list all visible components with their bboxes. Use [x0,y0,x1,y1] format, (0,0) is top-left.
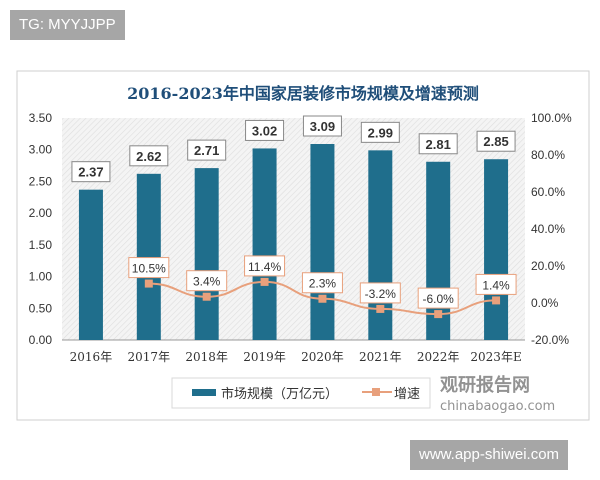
growth-marker [260,277,269,286]
growth-data-label: 10.5% [132,262,166,276]
growth-data-label: 2.3% [309,277,337,291]
growth-label-box [417,287,459,309]
y-left-tick-label: 2.00 [29,206,53,220]
watermark-domain: chinabaogao.com [440,399,556,414]
growth-label-box [128,257,170,279]
bar-data-label: 2.99 [368,125,393,140]
bar [252,148,277,340]
growth-marker [492,296,501,305]
y-right-tick-label: 20.0% [531,259,565,273]
growth-label-box [475,273,517,295]
x-tick-label: 2019年 [243,350,286,364]
watermark-brand: 观研报告网 [440,375,530,396]
bar-data-label: 2.37 [78,165,103,180]
bar-data-label: 2.62 [136,149,161,164]
bar-label-box [129,145,169,167]
y-left-tick-label: 3.50 [29,111,53,125]
bar-data-label: 3.02 [252,123,277,138]
y-right-tick-label: 80.0% [531,148,565,162]
bar-label-box [187,139,227,161]
growth-label-box [244,255,286,277]
chart-title: 2016-2023年中国家居装修市场规模及增速预测 [127,84,479,103]
legend-bar-swatch [192,389,216,396]
legend-line-label: 增速 [394,387,420,402]
y-right-tick-label: 40.0% [531,222,565,236]
bar [78,189,103,340]
growth-data-label: -3.2% [365,287,397,301]
growth-label-box [301,272,343,294]
growth-marker [434,310,443,319]
growth-data-label: 11.4% [248,260,281,274]
growth-label-box [359,282,401,304]
growth-data-label: -6.0% [423,292,455,306]
growth-data-label: 1.4% [482,278,510,292]
y-left-tick-label: 0.50 [29,301,53,315]
y-left-tick-label: 1.00 [29,270,53,284]
bar [136,173,161,340]
y-right-tick-label: 100.0% [531,111,572,125]
bar-label-box [302,115,342,137]
bar [484,159,509,340]
y-left-tick-label: 2.50 [29,174,53,188]
y-left-tick-label: 0.00 [29,333,53,347]
growth-marker [144,279,153,288]
growth-marker [376,304,385,313]
x-tick-label: 2023年E [470,350,521,364]
bar-label-box [245,119,285,141]
legend-line-marker [372,388,380,396]
bar [194,168,219,340]
bar-data-label: 2.85 [483,134,508,149]
x-tick-label: 2017年 [128,350,171,364]
bar-data-label: 2.71 [194,143,219,158]
y-left-tick-label: 1.50 [29,238,53,252]
x-tick-label: 2021年 [359,350,402,364]
x-tick-label: 2022年 [417,350,460,364]
bar [310,144,335,340]
tg-overlay-tag: TG: MYYJJPP [10,10,125,40]
bar-label-box [71,161,111,183]
growth-marker [318,294,327,303]
bar-data-label: 3.09 [310,119,335,134]
growth-data-label: 3.4% [193,275,221,289]
bar-label-box [418,133,458,155]
y-left-tick-label: 3.00 [29,143,53,157]
x-tick-label: 2020年 [301,350,344,364]
growth-label-box [186,270,228,292]
y-right-tick-label: -20.0% [531,333,569,347]
site-overlay-tag: www.app-shiwei.com [410,440,569,470]
x-tick-label: 2016年 [70,350,113,364]
bar-label-box [360,121,400,143]
bar-label-box [476,130,516,152]
bar-data-label: 2.81 [426,137,451,152]
legend-bar-label: 市场规模（万亿元） [221,386,338,402]
y-right-tick-label: 0.0% [531,296,559,310]
growth-marker [202,292,211,301]
x-tick-label: 2018年 [185,350,228,364]
y-right-tick-label: 60.0% [531,185,565,199]
